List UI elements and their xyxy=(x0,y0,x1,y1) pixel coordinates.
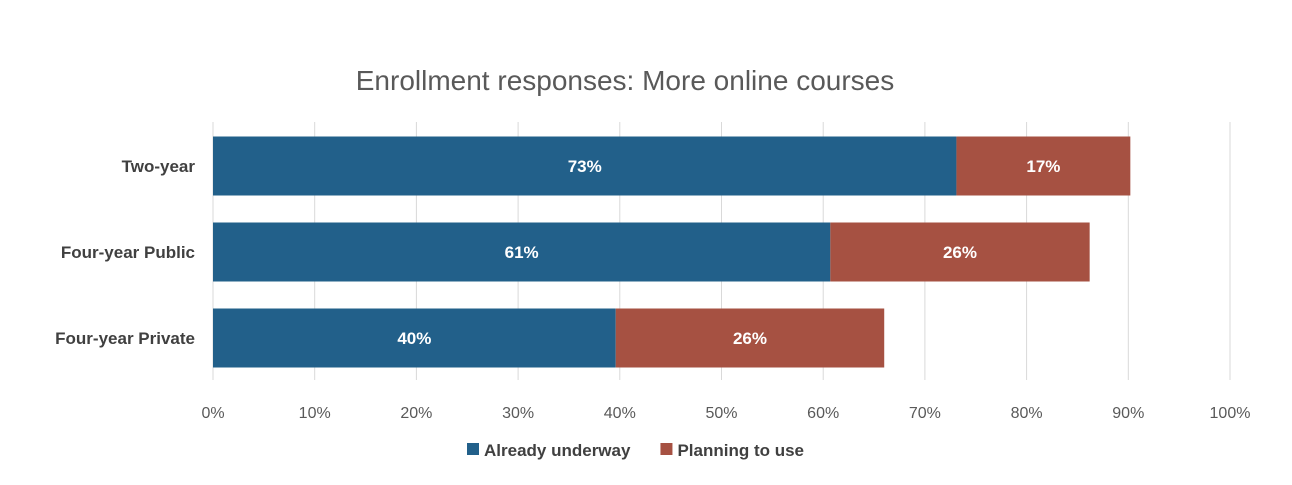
category-labels: Two-year Four-year Public Four-year Privat… xyxy=(55,157,195,348)
legend-swatch xyxy=(660,443,673,455)
bar-segment xyxy=(213,222,831,282)
bar-segment xyxy=(213,136,957,196)
x-tick-label: 10% xyxy=(299,405,331,422)
bar-segment xyxy=(830,222,1090,282)
legend-label: Planning to use xyxy=(677,441,804,460)
category-label: Four-year Public xyxy=(61,243,195,262)
legend-swatch xyxy=(467,443,479,455)
x-tick-label: 90% xyxy=(1112,405,1144,422)
data-label: 73% xyxy=(568,157,602,176)
bars: 73% 17% 61% 26% 40% 26% xyxy=(213,136,1131,368)
bar-segment xyxy=(213,308,616,368)
data-label: 26% xyxy=(733,329,767,348)
x-tick-label: 0% xyxy=(201,405,224,422)
bar-segment xyxy=(956,136,1131,196)
x-tick-label: 60% xyxy=(807,405,839,422)
x-tick-label: 40% xyxy=(604,405,636,422)
data-label: 26% xyxy=(943,243,977,262)
chart-title: Enrollment responses: More online course… xyxy=(356,65,894,96)
category-label: Four-year Private xyxy=(55,329,195,348)
category-label: Two-year xyxy=(122,157,196,176)
x-tick-label: 20% xyxy=(400,405,432,422)
data-label: 40% xyxy=(397,329,431,348)
legend-label: Already underway xyxy=(484,441,631,460)
legend: Already underway Planning to use xyxy=(467,441,804,460)
x-tick-label: 80% xyxy=(1011,405,1043,422)
x-tick-label: 70% xyxy=(909,405,941,422)
data-label: 61% xyxy=(505,243,539,262)
data-label: 17% xyxy=(1026,157,1060,176)
bar-segment xyxy=(615,308,885,368)
x-tick-label: 30% xyxy=(502,405,534,422)
x-tick-label: 100% xyxy=(1210,405,1251,422)
x-tick-label: 50% xyxy=(705,405,737,422)
x-axis-ticks: 0% 10% 20% 30% 40% 50% 60% 70% 80% 90% 100% xyxy=(201,405,1250,422)
